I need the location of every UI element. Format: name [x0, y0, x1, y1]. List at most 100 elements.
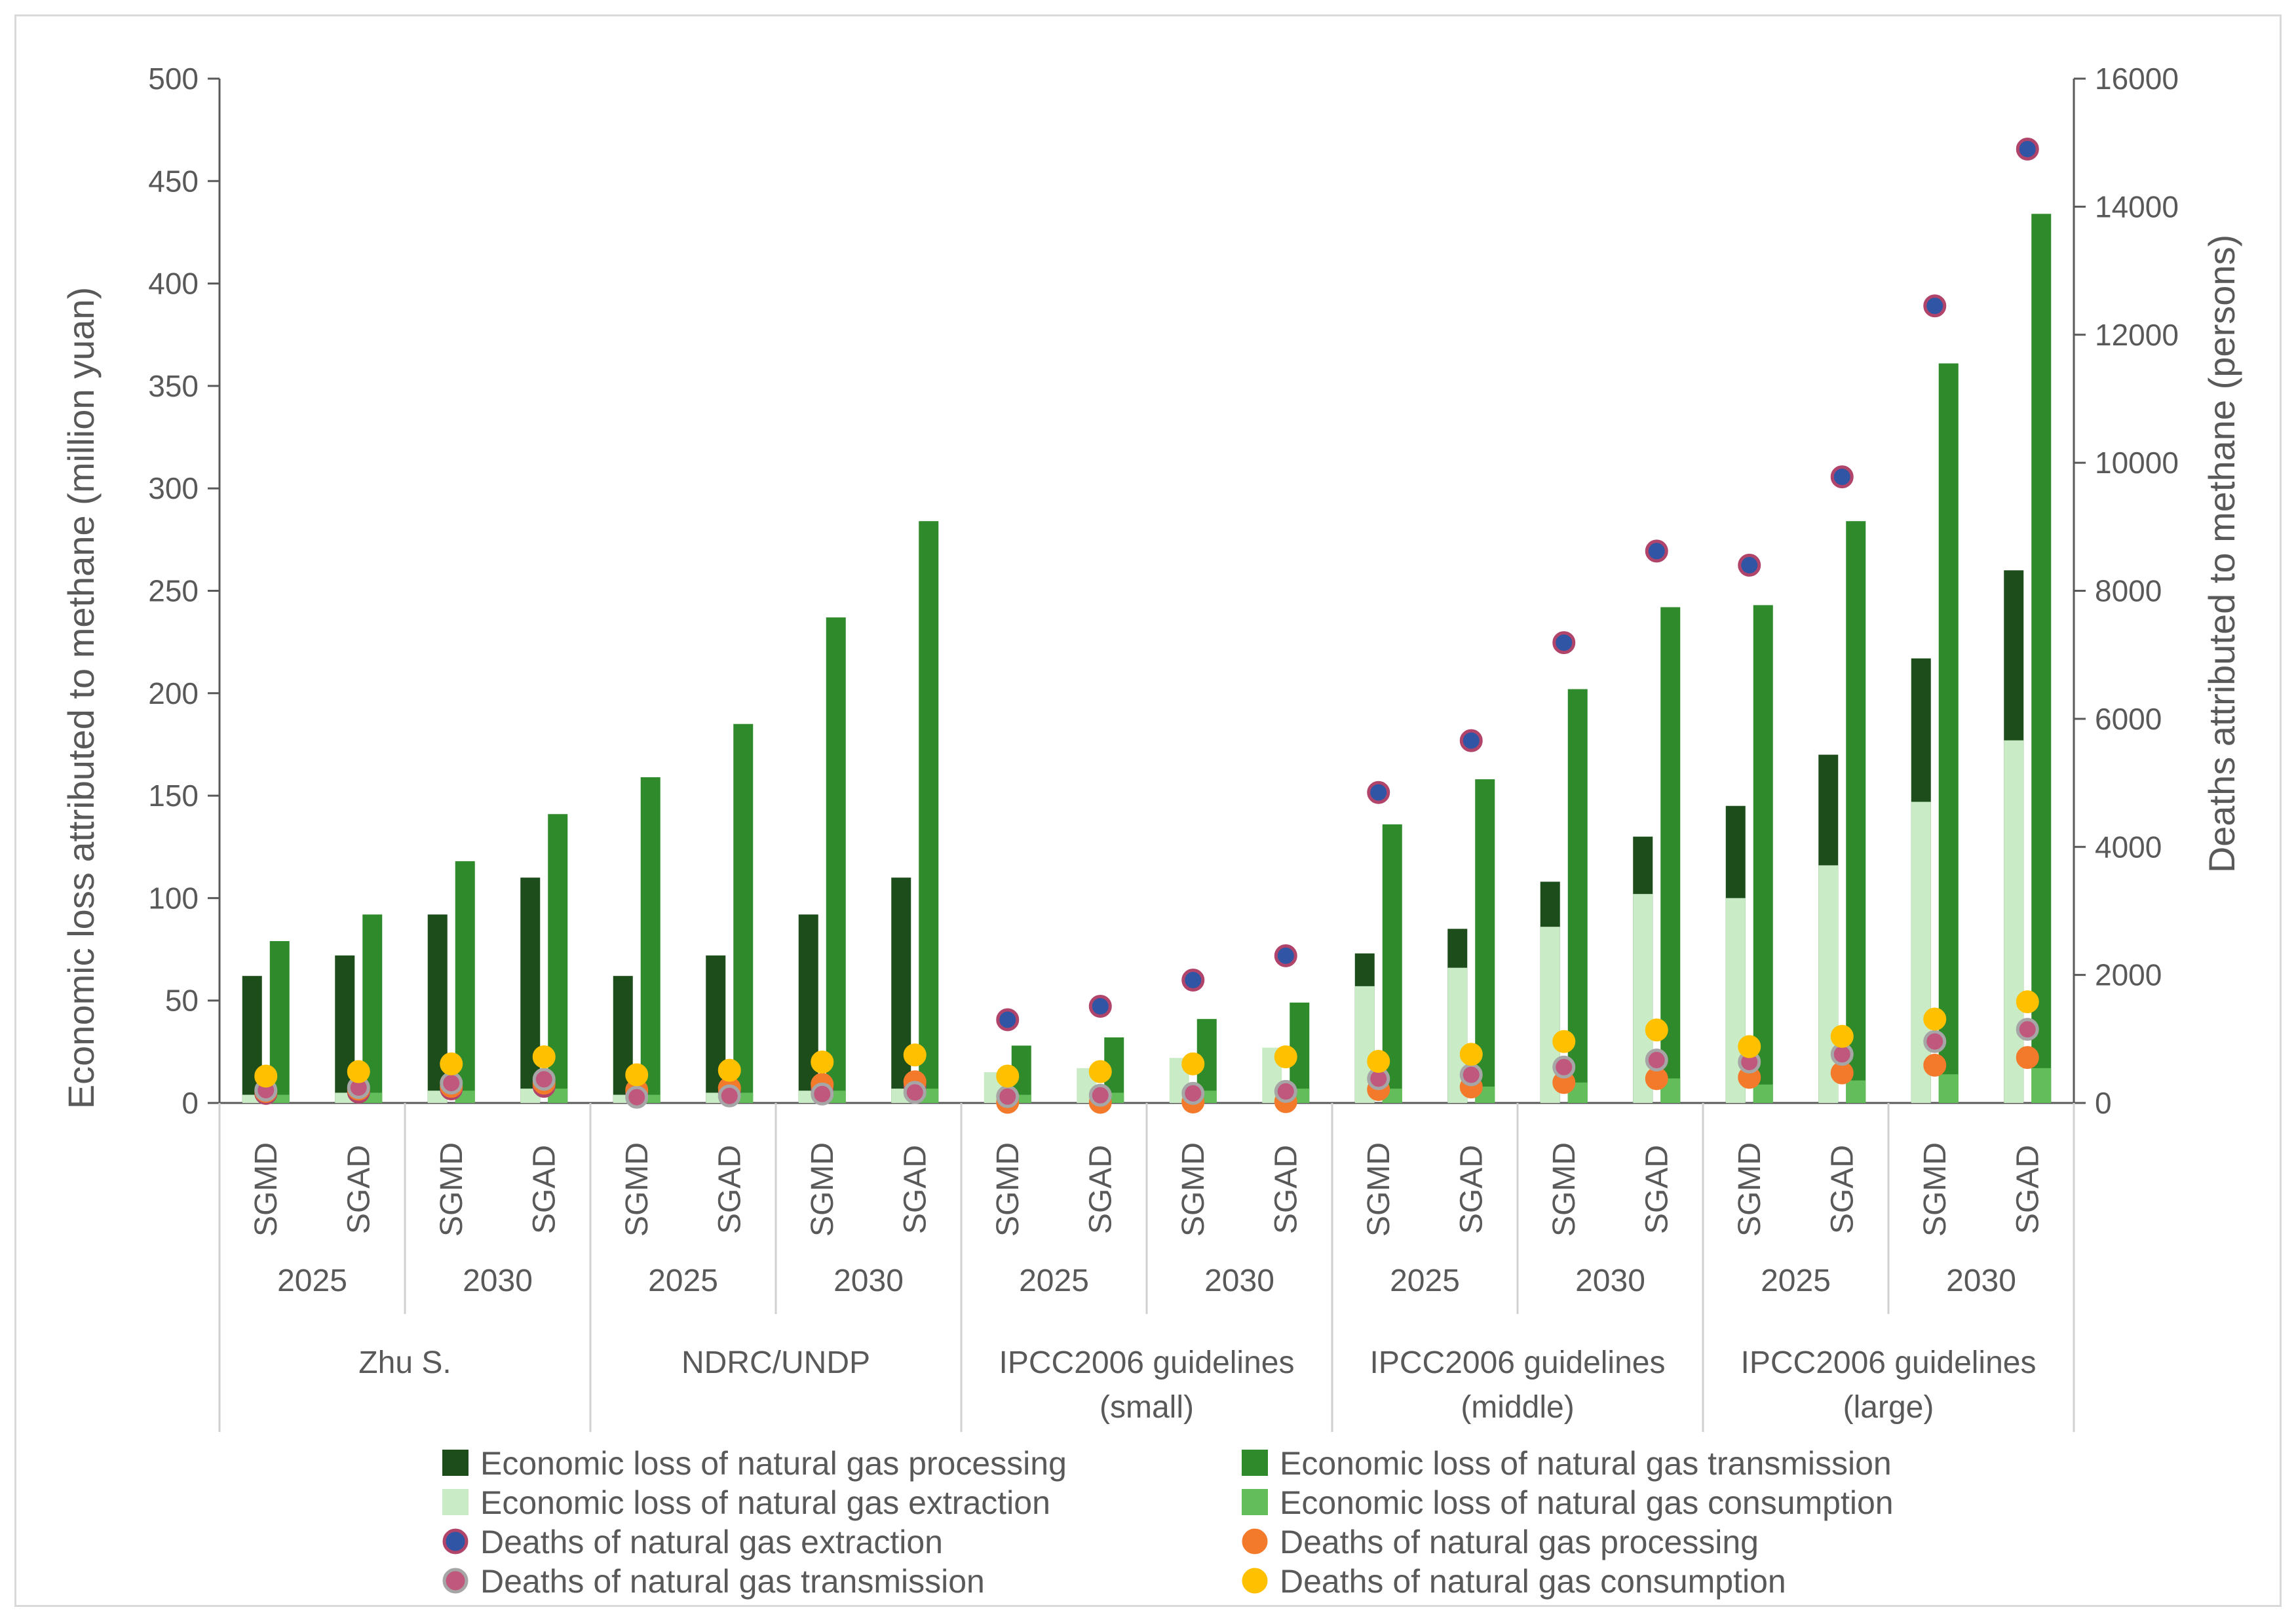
axes-layer [208, 77, 2086, 1432]
dot-deaths-of-natural-gas-transmission [1459, 1063, 1483, 1087]
legend-label: Economic loss of natural gas processing [480, 1445, 1067, 1482]
group-sublabel: (small) [1100, 1390, 1194, 1425]
dot-deaths-of-natural-gas-transmission [718, 1084, 741, 1108]
bar-transmission [919, 521, 939, 1103]
legend-label: Deaths of natural gas transmission [480, 1563, 985, 1600]
bar-extraction [1818, 865, 1839, 1103]
dot-deaths-of-natural-gas-transmission [1274, 1079, 1297, 1103]
group-label: NDRC/UNDP [681, 1345, 870, 1380]
y-tick-label: 200 [148, 676, 199, 710]
dot-deaths-of-natural-gas-transmission [625, 1085, 649, 1109]
dot-deaths-of-natural-gas-transmission [440, 1072, 463, 1095]
scenario-label: SGMD [991, 1142, 1025, 1237]
year-label: 2030 [1946, 1264, 2016, 1298]
legend-label: Deaths of natural gas extraction [480, 1524, 943, 1560]
dot-deaths-of-natural-gas-transmission [1923, 1030, 1947, 1053]
dot-deaths-of-natural-gas-extraction [2016, 137, 2039, 161]
dot-deaths-of-natural-gas-processing [1830, 1061, 1854, 1085]
dot-deaths-of-natural-gas-consumption [1459, 1043, 1483, 1066]
tick-labels-layer: 0 50 100 150 200 250 300 350 400 450 500 0 2000 4000 6… [148, 62, 2179, 1120]
group-label: IPCC2006 guidelines [1370, 1345, 1666, 1380]
scenario-label: SGAD [1454, 1145, 1489, 1234]
y2-tick-label: 8000 [2095, 574, 2162, 608]
group-label: IPCC2006 guidelines [999, 1345, 1295, 1380]
scenario-label: SGMD [1362, 1142, 1396, 1237]
dot-deaths-of-natural-gas-transmission [1645, 1049, 1668, 1072]
year-label: 2030 [1204, 1264, 1274, 1298]
dot-deaths-of-natural-gas-processing [2016, 1046, 2039, 1070]
dot-deaths-of-natural-gas-consumption [903, 1043, 927, 1067]
dot-deaths-of-natural-gas-extraction [1738, 553, 1761, 577]
scenario-label: SGAD [2010, 1145, 2045, 1234]
bar-processing [891, 878, 911, 1103]
year-label: 2030 [1575, 1264, 1645, 1298]
dot-deaths-of-natural-gas-transmission [1181, 1081, 1205, 1105]
dot-deaths-of-natural-gas-extraction [1552, 631, 1576, 655]
legend-label: Economic loss of natural gas consumption [1280, 1484, 1894, 1521]
scenario-label: SGAD [712, 1145, 747, 1234]
year-label: 2030 [833, 1264, 904, 1298]
group-sublabel: (large) [1843, 1390, 1934, 1425]
dot-deaths-of-natural-gas-transmission [1552, 1055, 1576, 1079]
y2-tick-label: 12000 [2095, 318, 2179, 352]
y-tick-label: 50 [165, 984, 199, 1018]
dot-deaths-of-natural-gas-consumption [347, 1060, 370, 1083]
scenario-label: SGAD [1825, 1145, 1860, 1234]
y2-tick-label: 10000 [2095, 446, 2179, 480]
dot-deaths-of-natural-gas-processing [1923, 1053, 1947, 1077]
y2-tick-label: 0 [2095, 1086, 2112, 1120]
chart-frame: 0 50 100 150 200 250 300 350 400 450 500 0 2000 4000 6… [14, 14, 2282, 1607]
bar-consumption [1938, 1074, 1959, 1103]
year-label: 2030 [463, 1264, 533, 1298]
y2-tick-label: 2000 [2095, 958, 2162, 992]
y2-tick-label: 6000 [2095, 702, 2162, 736]
dot-deaths-of-natural-gas-extraction [1088, 994, 1112, 1018]
legend-swatch [442, 1450, 469, 1476]
scenario-label: SGAD [527, 1145, 562, 1234]
dot-deaths-of-natural-gas-consumption [532, 1045, 556, 1069]
y-tick-label: 150 [148, 779, 199, 813]
legend-swatch [1242, 1450, 1268, 1476]
group-sublabel: (middle) [1461, 1390, 1574, 1425]
dot-deaths-of-natural-gas-consumption [811, 1050, 834, 1073]
bar-transmission [826, 617, 846, 1103]
dot-deaths-of-natural-gas-transmission [996, 1085, 1020, 1108]
legend-marker [442, 1568, 469, 1594]
dot-deaths-of-natural-gas-consumption [1645, 1018, 1668, 1042]
scenario-label: SGMD [434, 1142, 469, 1237]
bar-consumption [2031, 1068, 2052, 1103]
dot-deaths-of-natural-gas-consumption [718, 1058, 741, 1082]
legend: Economic loss of natural gas processing E… [442, 1445, 1894, 1600]
legend-label: Economic loss of natural gas extraction [480, 1484, 1050, 1521]
dot-deaths-of-natural-gas-consumption [1367, 1050, 1390, 1073]
dot-deaths-of-natural-gas-consumption [1181, 1052, 1205, 1075]
legend-swatch [442, 1489, 469, 1515]
y-tick-label: 300 [148, 471, 199, 505]
legend-swatch [1242, 1489, 1268, 1515]
year-label: 2025 [1761, 1264, 1831, 1298]
y2-tick-label: 16000 [2095, 62, 2179, 96]
year-label: 2025 [1019, 1264, 1089, 1298]
bar-extraction [1911, 801, 1931, 1103]
scenario-label: SGMD [1176, 1142, 1211, 1237]
scenario-label: SGAD [1083, 1145, 1118, 1234]
y2-axis-title: Deaths attributed to methane (persons) [2201, 235, 2242, 873]
bar-processing [798, 914, 818, 1103]
legend-label: Deaths of natural gas processing [1280, 1524, 1759, 1560]
dot-deaths-of-natural-gas-processing [1645, 1067, 1668, 1091]
dot-deaths-of-natural-gas-transmission [903, 1081, 927, 1104]
dot-deaths-of-natural-gas-consumption [1552, 1030, 1576, 1053]
bar-transmission [1938, 363, 1959, 1104]
y2-tick-label: 4000 [2095, 830, 2162, 864]
dot-deaths-of-natural-gas-extraction [1274, 944, 1297, 967]
y-tick-label: 100 [148, 881, 199, 915]
dot-deaths-of-natural-gas-transmission [2016, 1018, 2039, 1041]
y-tick-label: 250 [148, 574, 199, 608]
bar-transmission [1660, 607, 1681, 1103]
y2-tick-label: 14000 [2095, 189, 2179, 223]
chart-svg: 0 50 100 150 200 250 300 350 400 450 500 0 2000 4000 6… [60, 62, 2242, 1600]
dot-deaths-of-natural-gas-consumption [1830, 1024, 1854, 1048]
bar-transmission [1846, 521, 1866, 1103]
dot-deaths-of-natural-gas-extraction [1459, 729, 1483, 752]
category-labels-layer: SGMD SGAD SGMD SGAD SGMD SGAD SGMD SGAD SGMD SGAD… [249, 1142, 2046, 1425]
